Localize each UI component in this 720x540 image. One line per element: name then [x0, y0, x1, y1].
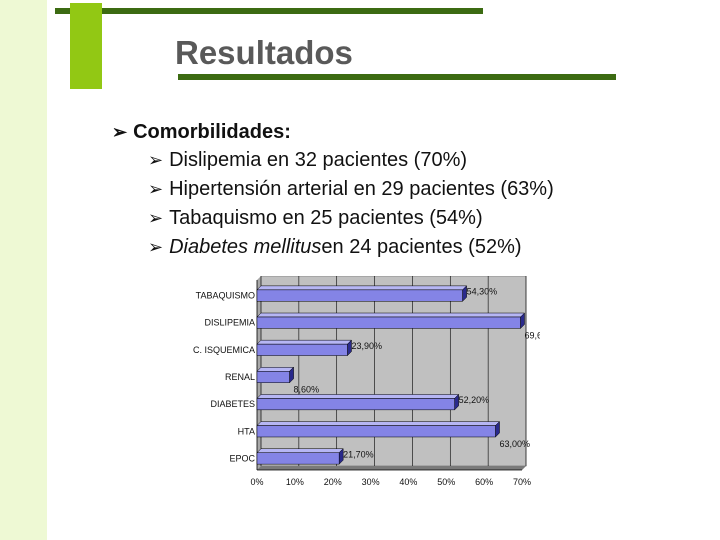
value-label: 54,30%	[467, 287, 498, 297]
x-tick-label: 30%	[362, 477, 380, 487]
bullet-item-text: Dislipemia en 32 pacientes (70%)	[169, 149, 468, 171]
plot-area	[260, 276, 527, 467]
arrow-bullet-icon: ➢	[148, 179, 164, 199]
bar	[256, 289, 463, 302]
bar	[256, 316, 521, 329]
bullet-item-text: Tabaquismo en 25 pacientes (54%)	[169, 207, 483, 229]
arrow-bullet-icon: ➢	[148, 208, 164, 228]
comorbidity-bar-chart: 0% 10% 20% 30% 40% 50% 60% 70% TABAQUISMO 54,30% D…	[193, 276, 540, 487]
bar-top	[256, 421, 501, 426]
top-decor-bar	[55, 8, 483, 14]
bar-top	[256, 448, 344, 453]
value-label: 52,20%	[459, 395, 490, 405]
bullet-item-text: en 24 pacientes (52%)	[321, 236, 522, 258]
value-label: 8,60%	[294, 385, 320, 395]
title-underline	[178, 74, 616, 80]
bullet-item-italic: Diabetes mellitus	[169, 236, 322, 258]
x-tick-label: 60%	[475, 477, 493, 487]
bullet-list: ➢ Comorbilidades: ➢ Dislipemia en 32 pac…	[112, 118, 554, 262]
bullet-heading-text: Comorbilidades:	[133, 120, 291, 143]
bullet-item: ➢ Tabaquismo en 25 pacientes (54%)	[148, 204, 554, 233]
bar-top	[256, 312, 526, 318]
category-label: C. ISQUEMICA	[193, 345, 255, 355]
bar-top	[256, 394, 460, 399]
x-tick-label: 70%	[513, 477, 531, 487]
category-label: RENAL	[225, 372, 255, 382]
bar-top	[256, 339, 353, 345]
bar-top	[256, 285, 468, 291]
bullet-item-text: Hipertensión arterial en 29 pacientes (6…	[169, 178, 554, 200]
bar	[256, 452, 340, 465]
arrow-bullet-icon: ➢	[148, 150, 164, 170]
x-tick-label: 40%	[399, 477, 417, 487]
value-label: 21,70%	[343, 449, 374, 459]
bar	[256, 371, 290, 383]
category-label: TABAQUISMO	[196, 291, 255, 301]
bar	[256, 398, 455, 411]
bar-top	[256, 367, 295, 372]
arrow-bullet-icon: ➢	[112, 121, 128, 142]
arrow-bullet-icon: ➢	[148, 237, 164, 257]
category-label: EPOC	[229, 453, 255, 463]
bar	[256, 343, 348, 356]
x-tick-label: 20%	[324, 477, 342, 487]
bullet-heading: ➢ Comorbilidades:	[112, 118, 554, 146]
category-label: DIABETES	[210, 399, 255, 409]
plot-floor	[257, 466, 526, 470]
left-decor-band	[0, 0, 47, 540]
slide-title: Resultados	[175, 34, 353, 71]
bullet-item: ➢ Hipertensión arterial en 29 pacientes …	[148, 175, 554, 204]
bullet-item: ➢ Diabetes mellitus en 24 pacientes (52%…	[148, 233, 554, 262]
vertical-decor-bar	[70, 3, 102, 89]
x-tick-label: 50%	[437, 477, 455, 487]
value-label: 63,00%	[500, 439, 531, 449]
category-label: DISLIPEMIA	[204, 318, 255, 328]
value-label: 69,60%	[524, 330, 540, 340]
x-tick-label: 0%	[250, 477, 263, 487]
value-label: 23,90%	[351, 341, 382, 351]
bar	[256, 425, 496, 438]
x-tick-label: 10%	[286, 477, 304, 487]
bullet-item: ➢ Dislipemia en 32 pacientes (70%)	[148, 146, 554, 175]
category-label: HTA	[238, 426, 255, 436]
